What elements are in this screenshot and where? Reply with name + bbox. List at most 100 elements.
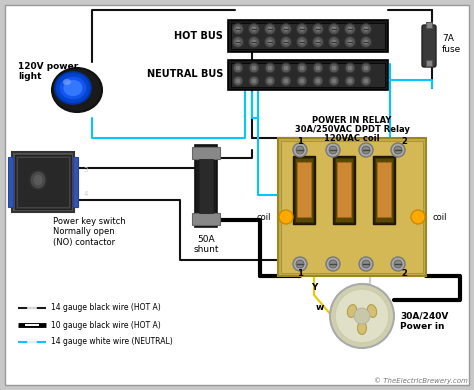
FancyBboxPatch shape: [422, 25, 436, 67]
Circle shape: [265, 63, 275, 73]
Circle shape: [363, 26, 369, 32]
Circle shape: [233, 23, 244, 34]
Circle shape: [328, 23, 339, 34]
Bar: [333, 156, 355, 224]
Circle shape: [264, 37, 275, 48]
Circle shape: [267, 39, 273, 45]
Circle shape: [331, 26, 337, 32]
Circle shape: [283, 39, 289, 45]
Circle shape: [347, 26, 353, 32]
Circle shape: [329, 260, 337, 268]
Circle shape: [235, 78, 241, 84]
Bar: [278, 138, 426, 276]
Bar: [228, 20, 388, 52]
Bar: [195, 145, 217, 227]
Circle shape: [331, 39, 337, 45]
Bar: [192, 147, 220, 159]
Circle shape: [345, 23, 356, 34]
Text: 120V power
light: 120V power light: [18, 62, 78, 82]
Circle shape: [329, 146, 337, 154]
Circle shape: [411, 210, 425, 224]
Bar: [73, 157, 78, 207]
Circle shape: [347, 39, 353, 45]
Circle shape: [297, 37, 308, 48]
Bar: [281, 141, 423, 273]
Bar: [335, 158, 353, 222]
Circle shape: [264, 23, 275, 34]
Circle shape: [281, 37, 292, 48]
Bar: [228, 60, 388, 90]
Circle shape: [279, 210, 293, 224]
Bar: [231, 23, 385, 49]
Text: 14 gauge white wire (NEUTRAL): 14 gauge white wire (NEUTRAL): [51, 337, 173, 346]
Circle shape: [345, 37, 356, 48]
Circle shape: [281, 63, 291, 73]
Circle shape: [361, 37, 372, 48]
Text: coil: coil: [433, 213, 447, 222]
Circle shape: [248, 37, 259, 48]
Circle shape: [359, 257, 373, 271]
Circle shape: [326, 257, 340, 271]
Circle shape: [283, 78, 289, 84]
Circle shape: [330, 284, 394, 348]
Circle shape: [296, 146, 304, 154]
Circle shape: [251, 78, 257, 84]
Circle shape: [312, 37, 323, 48]
Circle shape: [248, 23, 259, 34]
Circle shape: [281, 23, 292, 34]
Bar: [377, 162, 391, 217]
Circle shape: [235, 65, 241, 71]
Ellipse shape: [52, 68, 102, 112]
Bar: [199, 159, 213, 213]
Bar: [12, 152, 74, 212]
Bar: [373, 156, 395, 224]
Bar: [426, 22, 432, 28]
Circle shape: [299, 26, 305, 32]
Circle shape: [267, 26, 273, 32]
Circle shape: [315, 78, 321, 84]
Circle shape: [281, 76, 291, 86]
Text: 2: 2: [401, 268, 407, 278]
Circle shape: [363, 39, 369, 45]
Ellipse shape: [30, 171, 46, 189]
Circle shape: [347, 65, 353, 71]
Circle shape: [299, 65, 305, 71]
Circle shape: [328, 37, 339, 48]
Text: HOT BUS: HOT BUS: [174, 31, 223, 41]
Circle shape: [233, 37, 244, 48]
Ellipse shape: [367, 305, 377, 317]
Circle shape: [361, 63, 371, 73]
Circle shape: [297, 23, 308, 34]
Circle shape: [394, 146, 402, 154]
Text: 4: 4: [84, 191, 88, 197]
Circle shape: [265, 76, 275, 86]
Circle shape: [362, 260, 370, 268]
Circle shape: [297, 76, 307, 86]
Circle shape: [293, 143, 307, 157]
Text: © TheElectricBrewery.com: © TheElectricBrewery.com: [374, 378, 468, 384]
Text: 1: 1: [297, 268, 303, 278]
Circle shape: [326, 143, 340, 157]
Circle shape: [312, 23, 323, 34]
Ellipse shape: [63, 79, 71, 85]
Bar: [293, 156, 315, 224]
Text: w: w: [316, 303, 324, 312]
Circle shape: [313, 76, 323, 86]
Circle shape: [363, 65, 369, 71]
Bar: [337, 162, 351, 217]
Circle shape: [359, 143, 373, 157]
Text: 30A/240V
Power in: 30A/240V Power in: [400, 311, 448, 331]
Ellipse shape: [347, 305, 356, 317]
Circle shape: [361, 23, 372, 34]
Text: POWER IN RELAY: POWER IN RELAY: [312, 116, 392, 125]
Text: 120VAC coil: 120VAC coil: [324, 134, 380, 143]
Bar: [297, 162, 311, 217]
Circle shape: [329, 76, 339, 86]
Bar: [375, 158, 393, 222]
Circle shape: [251, 26, 257, 32]
Circle shape: [235, 39, 241, 45]
Bar: [192, 213, 220, 225]
Circle shape: [283, 26, 289, 32]
Circle shape: [362, 146, 370, 154]
Circle shape: [315, 39, 321, 45]
